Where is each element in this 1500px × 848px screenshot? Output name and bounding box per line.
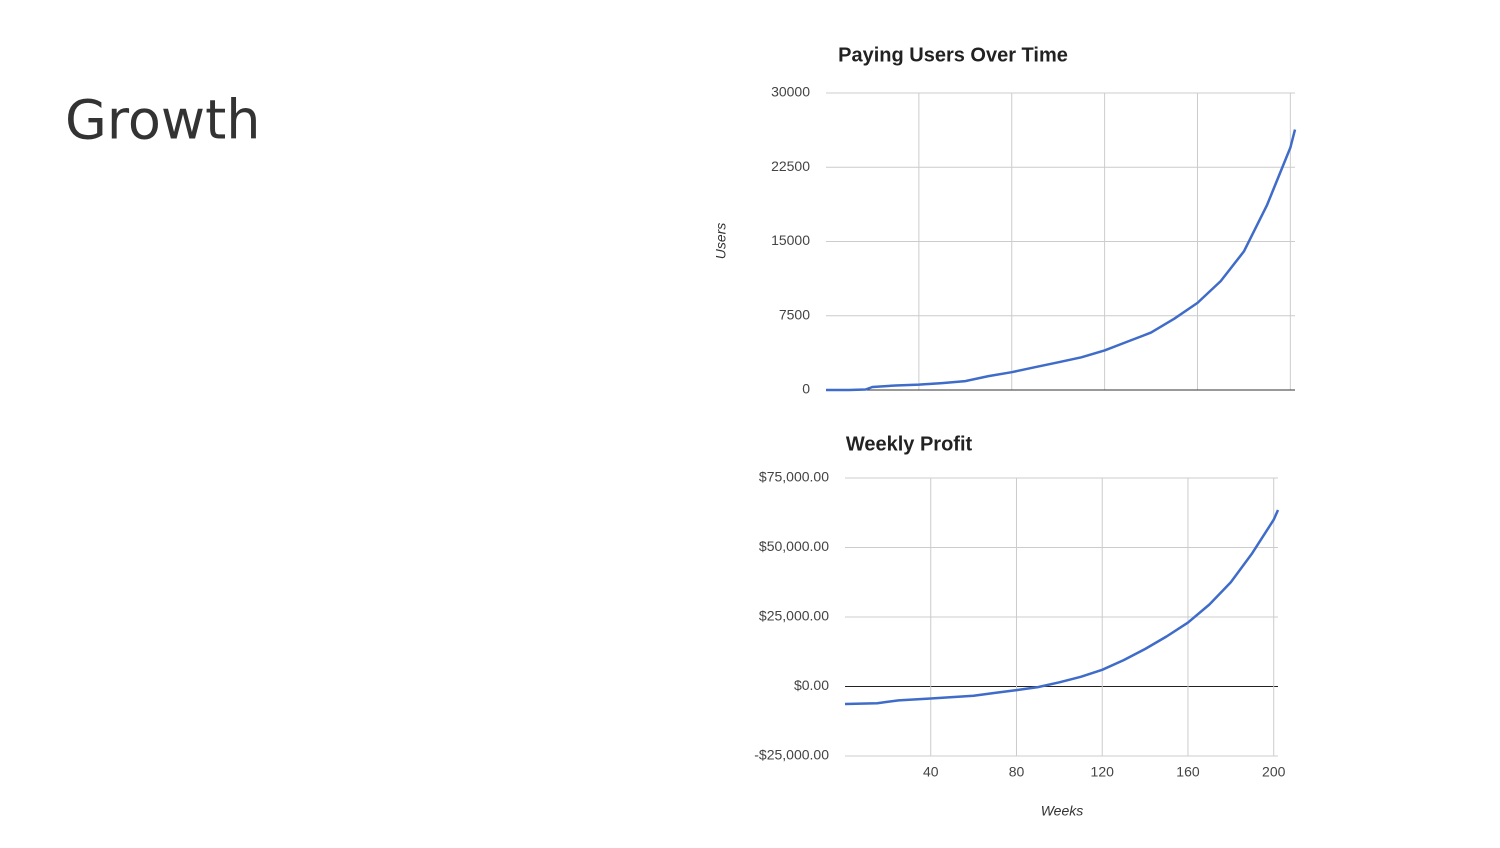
x-tick-label: 160: [1176, 764, 1200, 780]
data-line: [826, 129, 1297, 392]
x-tick-label: 40: [923, 764, 939, 780]
data-line: [844, 509, 1280, 706]
x-tick-label: 120: [1091, 764, 1115, 780]
y-tick-label: $25,000.00: [759, 608, 829, 624]
y-tick-label: $75,000.00: [759, 469, 829, 485]
x-tick-label: 200: [1262, 764, 1286, 780]
x-axis-label: Weeks: [1041, 803, 1084, 819]
y-tick-label: 7500: [779, 306, 810, 322]
y-tick-label: -$25,000.00: [754, 747, 829, 763]
y-tick-label: $0.00: [794, 677, 829, 693]
y-tick-label: 22500: [771, 158, 810, 174]
x-tick-label: 80: [1009, 764, 1025, 780]
slide-title: Growth: [65, 89, 260, 152]
y-axis-label: Users: [713, 223, 729, 260]
y-tick-label: 0: [802, 381, 810, 397]
chart-title: Paying Users Over Time: [838, 44, 1068, 66]
y-tick-label: 15000: [771, 232, 810, 248]
chart-title: Weekly Profit: [846, 433, 973, 455]
y-tick-label: 30000: [771, 84, 810, 100]
y-tick-label: $50,000.00: [759, 538, 829, 554]
